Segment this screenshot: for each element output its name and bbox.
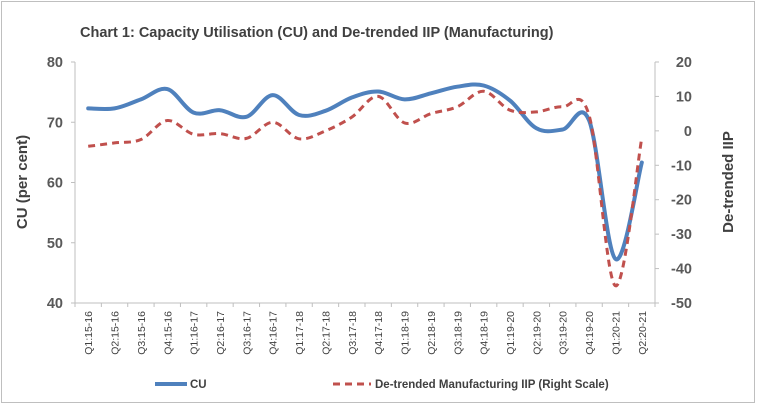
x-tick-label: Q1:20-21 xyxy=(610,311,622,355)
series-line-iip xyxy=(88,89,644,288)
x-tick-label: Q2:15-16 xyxy=(110,311,122,355)
y-axis-title: CU (per cent) xyxy=(14,135,31,229)
right-tick-label: 20 xyxy=(676,55,692,71)
x-tick-label: Q1:19-20 xyxy=(505,311,517,355)
x-tick-label: Q4:19-20 xyxy=(584,311,596,355)
right-tick-label: 10 xyxy=(676,89,692,105)
x-tick-label: Q2:20-21 xyxy=(637,311,649,355)
right-tick-label: -10 xyxy=(671,158,692,174)
series-line-cu xyxy=(86,82,644,262)
chart-title: Chart 1: Capacity Utilisation (CU) and D… xyxy=(80,25,554,41)
x-tick-label: Q1:15-16 xyxy=(83,311,95,355)
x-tick-label: Q3:17-18 xyxy=(347,311,359,355)
x-tick-label: Q4:16-17 xyxy=(268,311,280,355)
legend: CU De-trended Manufacturing IIP (Right S… xyxy=(155,379,609,391)
x-tick-label: Q3:19-20 xyxy=(558,311,570,355)
left-tick-label: 80 xyxy=(47,55,63,71)
x-tick-label: Q3:18-19 xyxy=(452,311,464,355)
x-tick-label: Q1:17-18 xyxy=(294,311,306,355)
left-tick-label: 40 xyxy=(47,296,63,312)
y2-axis-title: De-trended IIP xyxy=(720,131,737,233)
right-tick-label: -30 xyxy=(671,227,692,243)
left-tick-label: 60 xyxy=(47,176,63,192)
right-tick-label: -20 xyxy=(671,193,692,209)
left-tick-label: 50 xyxy=(47,236,63,252)
x-tick-label: Q1:16-17 xyxy=(189,311,201,355)
x-tick-label: Q2:19-20 xyxy=(531,311,543,355)
left-axis-ticks: 80 70 60 50 40 xyxy=(47,55,75,312)
x-tick-label: Q1:18-19 xyxy=(400,311,412,355)
x-axis-ticks: Q1:15-16 Q2:15-16 Q3:15-16 Q4:15-16 Q1:16-17… xyxy=(74,303,656,355)
x-tick-label: Q4:17-18 xyxy=(373,311,385,355)
x-tick-label: Q4:15-16 xyxy=(162,311,174,355)
left-tick-label: 70 xyxy=(47,115,63,131)
legend-label-iip: De-trended Manufacturing IIP (Right Scal… xyxy=(375,379,609,391)
x-tick-label: Q2:17-18 xyxy=(320,311,332,355)
x-tick-label: Q2:18-19 xyxy=(426,311,438,355)
legend-label-cu: CU xyxy=(190,379,207,391)
right-tick-label: 0 xyxy=(684,124,692,140)
x-tick-label: Q3:15-16 xyxy=(136,311,148,355)
right-tick-label: -50 xyxy=(671,296,692,312)
x-tick-label: Q4:18-19 xyxy=(479,311,491,355)
right-tick-label: -40 xyxy=(671,262,692,278)
right-axis-ticks: 20 10 0 -10 -20 -30 -40 -50 xyxy=(655,55,692,312)
x-tick-label: Q2:16-17 xyxy=(215,311,227,355)
x-tick-label: Q3:16-17 xyxy=(241,311,253,355)
